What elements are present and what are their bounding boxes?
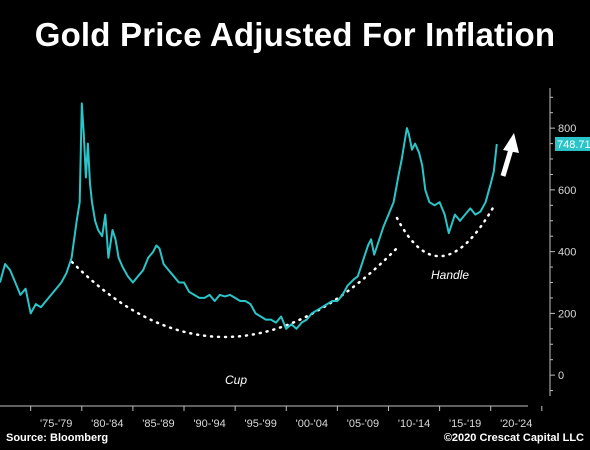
x-tick-label: '15-'19 <box>449 418 481 430</box>
x-tick-label: '00-'04 <box>296 418 328 430</box>
chart-annotations: Cup Handle <box>70 204 496 387</box>
x-tick-label: '75-'79 <box>40 418 72 430</box>
chart-title: Gold Price Adjusted For Inflation <box>34 16 556 53</box>
last-value-box <box>555 136 590 151</box>
cup-label: Cup <box>225 373 247 387</box>
series-line-gold-price <box>0 102 498 330</box>
x-tick-label: '80-'84 <box>91 418 123 430</box>
x-tick-label: '90-'94 <box>193 418 225 430</box>
chart-axes <box>0 88 555 411</box>
x-tick-label: '10-'14 <box>398 418 430 430</box>
up-arrow-icon <box>500 133 519 177</box>
credit-note: ©2020 Crescat Capital LLC <box>443 432 584 444</box>
y-tick-label: 800 <box>558 123 576 135</box>
y-tick-label: 0 <box>558 370 564 382</box>
y-tick-label: 600 <box>558 185 576 197</box>
x-tick-label: '95-'99 <box>245 418 277 430</box>
y-tick-label: 400 <box>558 247 576 259</box>
x-tick-label: '20-'24 <box>500 418 532 430</box>
y-tick-label: 200 <box>558 308 576 320</box>
handle-label: Handle <box>431 268 469 282</box>
cup-curve <box>70 243 402 339</box>
x-tick-label: '85-'89 <box>142 418 174 430</box>
chart-labels: 0 200 400 600 800 '75-'79 '80-'84 '85-'89 '90-'9… <box>40 123 590 430</box>
handle-curve <box>395 204 496 258</box>
source-note: Source: Bloomberg <box>6 432 109 444</box>
last-value-label: 748.71 <box>557 139 590 151</box>
x-tick-label: '05-'09 <box>347 418 379 430</box>
